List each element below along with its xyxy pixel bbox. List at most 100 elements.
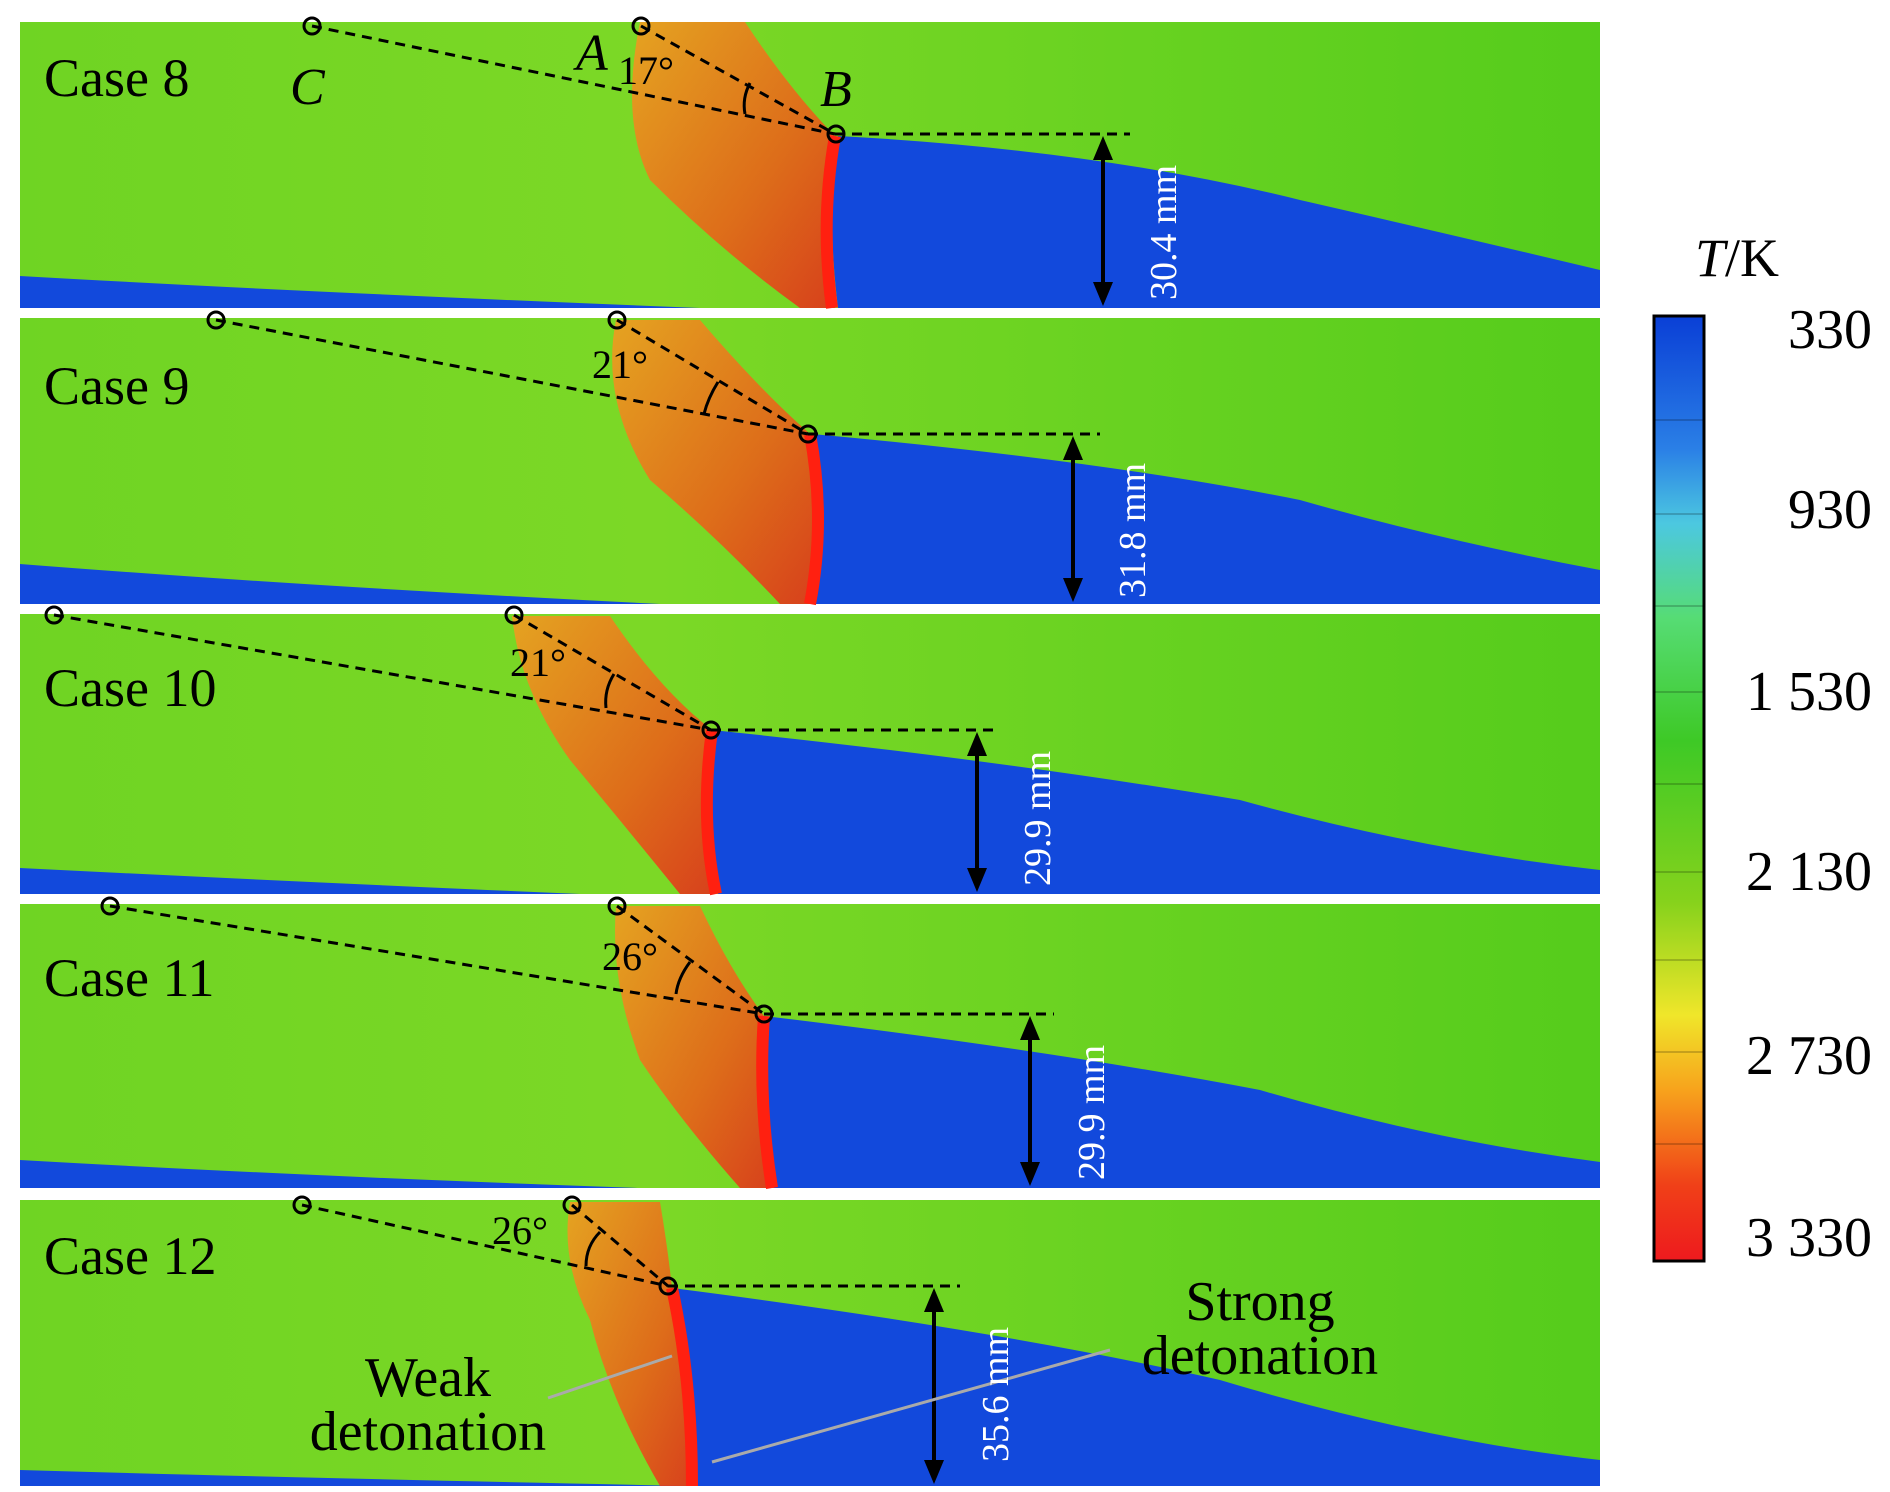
fresh-mixture-region xyxy=(812,434,1600,604)
line-c-b xyxy=(109,904,765,1016)
fresh-mixture-region xyxy=(672,1288,1600,1486)
point-a-marker xyxy=(607,310,627,330)
fresh-mixture-region xyxy=(764,1016,1600,1188)
weak-detonation-pointer xyxy=(547,1354,673,1400)
line-a-b xyxy=(616,318,809,436)
colorbar-band-lines xyxy=(1654,419,1704,1145)
angle-arc xyxy=(604,673,616,709)
height-arrow-head-down xyxy=(1020,1162,1040,1186)
height-label: 31.8 mm xyxy=(1112,463,1154,598)
lower-cold-layer xyxy=(20,1470,690,1486)
detonation-front xyxy=(820,134,841,309)
line-a-b xyxy=(571,1203,669,1288)
point-a-marker xyxy=(504,605,524,625)
angle-label: 21° xyxy=(592,342,648,387)
angle-arc xyxy=(584,1230,602,1267)
line-c-b xyxy=(215,318,809,436)
strong-detonation-label-line2: detonation xyxy=(1142,1325,1378,1387)
angle-arc xyxy=(674,961,692,995)
line-a-b xyxy=(616,904,765,1016)
colorbar-tick-2730: 2 730 xyxy=(1746,1025,1872,1087)
temperature-colorbar: T/K 330 930 1 530 2 130 2 730 3 330 xyxy=(1652,228,1872,1269)
angle-label: 21° xyxy=(510,640,566,685)
panel-case-12: Case 12 26° 35.6 mm Weak detonation Stro… xyxy=(20,1195,1600,1487)
lower-cold-layer xyxy=(20,1160,640,1188)
detonation-front xyxy=(700,729,722,896)
strong-detonation-pointer xyxy=(711,1348,1111,1464)
point-c-label: C xyxy=(290,59,326,116)
height-arrow-head-down xyxy=(924,1460,944,1484)
post-shock-hot-region xyxy=(632,22,835,308)
colorbar-tick-1530: 1 530 xyxy=(1746,661,1872,723)
weak-detonation-label-line2: detonation xyxy=(310,1401,546,1463)
height-arrow-head-down xyxy=(1093,282,1113,306)
case-label: Case 8 xyxy=(44,48,189,108)
post-shock-hot-region xyxy=(512,616,716,894)
panel-case-9: Case 9 21° 31.8 mm xyxy=(20,310,1600,606)
panel-case-10: Case 10 21° 29.9 mm xyxy=(20,605,1600,896)
line-a-b xyxy=(513,613,712,732)
colorbar-title: T/K xyxy=(1695,228,1779,288)
point-c-marker xyxy=(292,1195,312,1215)
point-b-marker xyxy=(826,124,846,144)
height-arrow-head-up xyxy=(924,1288,944,1312)
point-c-marker xyxy=(100,896,120,916)
lower-cold-layer xyxy=(20,276,700,308)
colorbar-gradient xyxy=(1652,314,1706,1263)
strong-detonation-label-line1: Strong xyxy=(1185,1271,1334,1333)
detonation-front xyxy=(804,432,824,606)
angle-arc xyxy=(702,381,720,415)
point-b-marker xyxy=(701,720,721,740)
case-label: Case 12 xyxy=(44,1226,216,1286)
point-c-marker xyxy=(206,310,226,330)
angle-label: 26° xyxy=(602,934,658,979)
height-label: 35.6 mm xyxy=(975,1327,1017,1462)
line-c-b xyxy=(301,1203,669,1288)
line-c-b xyxy=(53,613,712,732)
angle-label: 17° xyxy=(618,48,674,93)
angle-label: 26° xyxy=(492,1208,548,1253)
colorbar-title-variable: T xyxy=(1695,228,1729,288)
point-c-marker xyxy=(302,16,322,36)
height-arrow-head-up xyxy=(1093,136,1113,160)
fresh-mixture-region xyxy=(832,136,1600,308)
point-c-marker xyxy=(44,605,64,625)
point-b-marker xyxy=(754,1004,774,1024)
line-a-b xyxy=(640,24,836,136)
point-a-marker xyxy=(562,1195,582,1215)
colorbar-tick-3330: 3 330 xyxy=(1746,1207,1872,1269)
panel-case-8: Case 8 C A B 17° 30.4 mm xyxy=(20,16,1600,309)
height-label: 29.9 mm xyxy=(1017,751,1059,886)
point-b-label: B xyxy=(820,61,852,118)
height-label: 29.9 mm xyxy=(1071,1045,1113,1180)
colorbar-tick-930: 930 xyxy=(1788,479,1872,541)
lower-cold-layer xyxy=(20,564,660,604)
detonation-front xyxy=(666,1286,698,1487)
point-a-marker xyxy=(631,16,651,36)
point-a-marker xyxy=(607,896,627,916)
height-arrow-head-down xyxy=(1063,578,1083,602)
case-label: Case 9 xyxy=(44,356,189,416)
case-label: Case 11 xyxy=(44,948,214,1008)
detonation-front xyxy=(756,1015,778,1189)
post-shock-hot-region xyxy=(615,906,774,1188)
point-b-marker xyxy=(798,424,818,444)
point-a-label: A xyxy=(573,25,608,82)
case-label: Case 10 xyxy=(44,658,216,718)
colorbar-tick-2130: 2 130 xyxy=(1746,841,1872,903)
colorbar-tick-330: 330 xyxy=(1788,299,1872,361)
point-b-marker xyxy=(658,1276,678,1296)
height-arrow-head-up xyxy=(1020,1016,1040,1040)
line-c-b xyxy=(311,24,836,136)
weak-detonation-label-line1: Weak xyxy=(365,1347,491,1409)
height-label: 30.4 mm xyxy=(1143,165,1185,300)
lower-cold-layer xyxy=(20,868,580,894)
colorbar-title-unit: /K xyxy=(1725,228,1779,288)
height-arrow-head-up xyxy=(1063,436,1083,460)
height-arrow-head-up xyxy=(967,732,987,756)
panel-case-11: Case 11 26° 29.9 mm xyxy=(20,896,1600,1189)
angle-arc xyxy=(742,82,752,115)
height-arrow-head-down xyxy=(967,868,987,892)
post-shock-hot-region xyxy=(612,320,815,604)
